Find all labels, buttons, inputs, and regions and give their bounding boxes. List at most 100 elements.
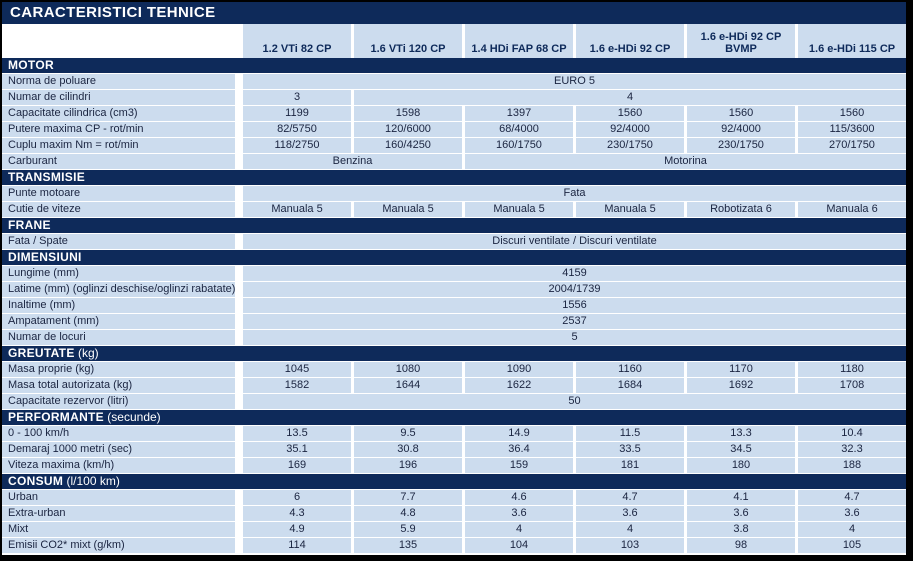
spec-cell: 1644 xyxy=(354,378,462,393)
spec-cell: Manuala 5 xyxy=(465,202,573,217)
spec-cell: 159 xyxy=(465,458,573,473)
spec-cell: 4.1 xyxy=(687,490,795,505)
spec-cell: 115/3600 xyxy=(798,122,906,137)
row-label: 0 - 100 km/h xyxy=(2,426,235,441)
spec-cell: Manuala 6 xyxy=(798,202,906,217)
row-label: Cutie de viteze xyxy=(2,202,235,217)
column-header: 1.4 HDi FAP 68 CP xyxy=(465,24,573,58)
table-row: Fata / Spate Discuri ventilate / Discuri … xyxy=(2,234,906,249)
section-title-suffix: (secunde) xyxy=(103,410,161,424)
row-label: Urban xyxy=(2,490,235,505)
section-title: FRANE xyxy=(8,218,51,232)
spec-cell: 4159 xyxy=(243,266,906,281)
spec-cell: 196 xyxy=(354,458,462,473)
page-title: CARACTERISTICI TEHNICE xyxy=(2,2,906,24)
spec-cell: 1090 xyxy=(465,362,573,377)
section-header: FRANE xyxy=(2,218,906,233)
spec-cell: 5 xyxy=(243,330,906,345)
spec-cell: 35.1 xyxy=(243,442,351,457)
row-label: Norma de poluare xyxy=(2,74,235,89)
spec-cell: 13.5 xyxy=(243,426,351,441)
spec-cell: 4 xyxy=(576,522,684,537)
spec-cell: 11.5 xyxy=(576,426,684,441)
table-row: 0 - 100 km/h 13.5 9.5 14.9 11.5 13.3 10.4 xyxy=(2,426,906,441)
spec-cell: 4 xyxy=(798,522,906,537)
spec-cell: 1598 xyxy=(354,106,462,121)
spec-cell: 1684 xyxy=(576,378,684,393)
spec-cell: 5.9 xyxy=(354,522,462,537)
row-label: Cuplu maxim Nm = rot/min xyxy=(2,138,235,153)
spec-cell: 3.6 xyxy=(465,506,573,521)
row-label: Mixt xyxy=(2,522,235,537)
spec-cell: 82/5750 xyxy=(243,122,351,137)
spec-cell: Motorina xyxy=(465,154,906,169)
row-label: Carburant xyxy=(2,154,235,169)
spec-cell: 114 xyxy=(243,538,351,553)
row-label: Emisii CO2* mixt (g/km) xyxy=(2,538,235,553)
table-row: Masa proprie (kg) 1045 1080 1090 1160 1170 118… xyxy=(2,362,906,377)
table-row: Putere maxima CP - rot/min 82/5750 120/600… xyxy=(2,122,906,137)
row-label: Viteza maxima (km/h) xyxy=(2,458,235,473)
spec-cell: 118/2750 xyxy=(243,138,351,153)
column-header: 1.6 e-HDi 92 CP xyxy=(576,24,684,58)
row-label: Lungime (mm) xyxy=(2,266,235,281)
table-row: Emisii CO2* mixt (g/km) 114 135 104 103 98 105 xyxy=(2,538,906,553)
section-header: MOTOR xyxy=(2,58,906,73)
spec-cell: 181 xyxy=(576,458,684,473)
spec-cell: 104 xyxy=(465,538,573,553)
section-header: CONSUM (l/100 km) xyxy=(2,474,906,489)
row-label: Punte motoare xyxy=(2,186,235,201)
spec-cell: 6 xyxy=(243,490,351,505)
table-row: Punte motoare Fata xyxy=(2,186,906,201)
column-header: 1.6 e-HDi 92 CP BVMP xyxy=(687,24,795,58)
spec-cell: Manuala 5 xyxy=(243,202,351,217)
spec-cell: 4.7 xyxy=(576,490,684,505)
spec-table: CARACTERISTICI TEHNICE 1.2 VTi 82 CP 1.6 … xyxy=(2,2,906,555)
row-label: Numar de cilindri xyxy=(2,90,235,105)
spec-sections: MOTOR Norma de poluare EURO 5 Numar de cili… xyxy=(2,58,906,553)
spec-cell: 4 xyxy=(465,522,573,537)
spec-cell: 105 xyxy=(798,538,906,553)
section-title-suffix: (kg) xyxy=(74,346,99,360)
spec-cell: 1560 xyxy=(687,106,795,121)
spec-cell: 169 xyxy=(243,458,351,473)
spec-cell: 1199 xyxy=(243,106,351,121)
table-row: Cutie de viteze Manuala 5 Manuala 5 Manuala… xyxy=(2,202,906,217)
section-title-suffix: (l/100 km) xyxy=(63,474,120,488)
section-title: CONSUM xyxy=(8,474,64,488)
spec-cell: 120/6000 xyxy=(354,122,462,137)
spec-cell: Manuala 5 xyxy=(354,202,462,217)
table-row: Urban 6 7.7 4.6 4.7 4.1 4.7 xyxy=(2,490,906,505)
spec-cell: 4.3 xyxy=(243,506,351,521)
table-row: Latime (mm) (oglinzi deschise/oglinzi ra… xyxy=(2,282,906,297)
spec-cell: 1170 xyxy=(687,362,795,377)
section-title: PERFORMANTE xyxy=(8,410,104,424)
spec-cell: 4.7 xyxy=(798,490,906,505)
row-label: Masa total autorizata (kg) xyxy=(2,378,235,393)
section-title: MOTOR xyxy=(8,58,54,72)
spec-cell: 1556 xyxy=(243,298,906,313)
spec-cell: 50 xyxy=(243,394,906,409)
spec-cell: 9.5 xyxy=(354,426,462,441)
spec-cell: 4.8 xyxy=(354,506,462,521)
table-row: Lungime (mm) 4159 xyxy=(2,266,906,281)
spec-cell: 13.3 xyxy=(687,426,795,441)
spec-cell: 1692 xyxy=(687,378,795,393)
section-header: GREUTATE (kg) xyxy=(2,346,906,361)
table-row: Capacitate rezervor (litri) 50 xyxy=(2,394,906,409)
spec-cell: 3 xyxy=(243,90,351,105)
spec-cell: 1560 xyxy=(798,106,906,121)
row-label: Inaltime (mm) xyxy=(2,298,235,313)
spec-cell: 4.9 xyxy=(243,522,351,537)
spec-cell: 2004/1739 xyxy=(243,282,906,297)
engine-header-row: 1.2 VTi 82 CP 1.6 VTi 120 CP 1.4 HDi FAP 6… xyxy=(2,24,906,58)
spec-cell: 160/1750 xyxy=(465,138,573,153)
section-title: DIMENSIUNI xyxy=(8,250,82,264)
table-row: Numar de cilindri 3 4 xyxy=(2,90,906,105)
table-row: Ampatament (mm) 2537 xyxy=(2,314,906,329)
section-title: GREUTATE xyxy=(8,346,75,360)
spec-cell: Fata xyxy=(243,186,906,201)
table-row: Masa total autorizata (kg) 1582 1644 1622 16… xyxy=(2,378,906,393)
spec-cell: 1397 xyxy=(465,106,573,121)
spec-cell: 68/4000 xyxy=(465,122,573,137)
